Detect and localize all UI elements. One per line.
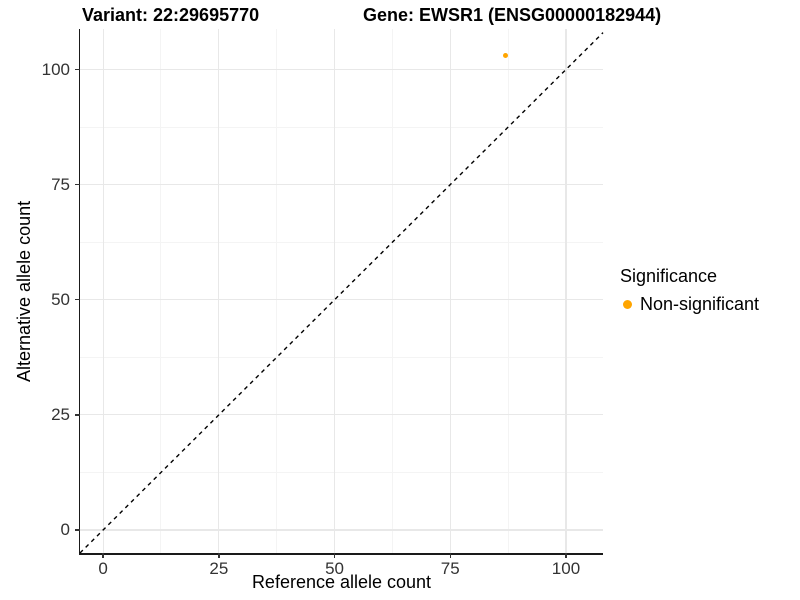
y-minor-gridline [80, 356, 603, 358]
x-minor-gridline [160, 29, 162, 553]
y-major-gridline [80, 299, 603, 301]
y-axis-line [78, 29, 80, 555]
x-tick-label: 25 [209, 559, 229, 578]
plot-title-variant: Variant: 22:29695770 [82, 5, 260, 25]
y-tick-label: 100 [41, 59, 70, 79]
y-tick-label: 75 [51, 174, 70, 194]
x-tick-mark [449, 553, 451, 558]
y-tick-mark [75, 529, 80, 531]
y-axis-title: Alternative allele count [14, 200, 34, 382]
legend-item-label: Non-significant [640, 294, 760, 314]
y-major-gridline [80, 414, 603, 416]
x-major-gridline [565, 29, 567, 553]
x-axis-line [78, 553, 603, 555]
y-major-gridline [80, 184, 603, 186]
y-tick-mark [75, 183, 80, 186]
x-major-gridline [449, 29, 451, 553]
y-tick-mark [75, 414, 80, 416]
y-major-gridline [80, 529, 603, 531]
legend: Significance Non-significant [619, 266, 759, 315]
y-tick-mark [75, 298, 80, 301]
y-tick-label: 0 [60, 519, 70, 539]
y-major-gridline [80, 68, 603, 71]
x-tick-mark [333, 553, 336, 558]
identity-line [79, 32, 604, 554]
x-major-gridline [218, 29, 220, 553]
x-tick-label: 50 [325, 559, 344, 578]
y-minor-gridline [80, 126, 603, 128]
legend-item: Non-significant [619, 294, 759, 315]
x-axis-title: Reference allele count [251, 572, 432, 592]
x-tick-label: 75 [440, 559, 460, 578]
data-point [503, 53, 509, 59]
x-minor-gridline [276, 29, 278, 553]
y-tick-mark [75, 68, 80, 71]
x-tick-mark [565, 553, 567, 558]
y-minor-gridline [80, 241, 603, 243]
y-minor-gridline [80, 471, 603, 473]
plot-panel: 0 25 50 75 100 0 25 50 75 100 [42, 29, 604, 578]
x-major-gridline [333, 29, 336, 553]
legend-title: Significance [620, 266, 718, 286]
plot-title-gene: Gene: EWSR1 (ENSG00000182944) [363, 5, 662, 25]
x-tick-mark [102, 553, 104, 558]
legend-dot-icon [623, 300, 632, 309]
x-minor-gridline [391, 29, 393, 553]
x-tick-label: 100 [551, 559, 581, 578]
x-tick-mark [218, 553, 220, 558]
x-tick-label: 0 [98, 559, 108, 578]
y-tick-label: 25 [51, 404, 70, 424]
y-tick-label: 50 [51, 289, 70, 309]
x-minor-gridline [507, 29, 509, 553]
x-major-gridline [102, 29, 104, 553]
